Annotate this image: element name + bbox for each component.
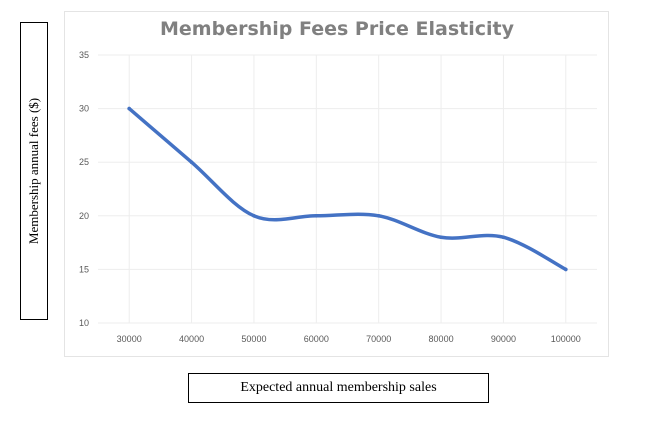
y-tick-label: 10 [79,318,89,328]
x-tick-label: 80000 [429,334,454,344]
x-axis-label-box: Expected annual membership sales [188,373,489,403]
data-point [314,214,319,218]
data-point [252,214,256,218]
data-point [376,214,381,218]
x-axis-ticks: 30000 40000 50000 60000 70000 80000 90000 10000… [117,334,581,344]
x-tick-label: 60000 [304,334,329,344]
y-tick-label: 20 [79,211,89,221]
x-tick-label: 100000 [551,334,581,344]
chart-title: Membership Fees Price Elasticity [160,18,515,40]
y-tick-label: 30 [79,104,89,114]
y-tick-label: 35 [79,50,89,60]
data-point [127,106,131,111]
chart-area [64,11,609,357]
series-line [127,106,568,272]
data-point [564,267,568,272]
y-tick-label: 15 [79,264,89,274]
x-tick-label: 30000 [117,334,142,344]
x-tick-label: 90000 [491,334,516,344]
y-axis-ticks: 10 15 20 25 30 35 [79,50,89,328]
x-tick-label: 40000 [179,334,204,344]
gridlines [98,54,597,324]
data-point [189,160,194,164]
y-tick-label: 25 [79,157,89,167]
x-axis-label: Expected annual membership sales [240,380,437,395]
series-group [127,106,568,272]
data-point [501,235,506,240]
x-tick-label: 50000 [241,334,266,344]
data-point [439,235,443,240]
y-axis-label-box: Membership annual fees ($) [20,22,48,320]
x-tick-label: 70000 [366,334,391,344]
y-axis-label: Membership annual fees ($) [26,97,41,245]
